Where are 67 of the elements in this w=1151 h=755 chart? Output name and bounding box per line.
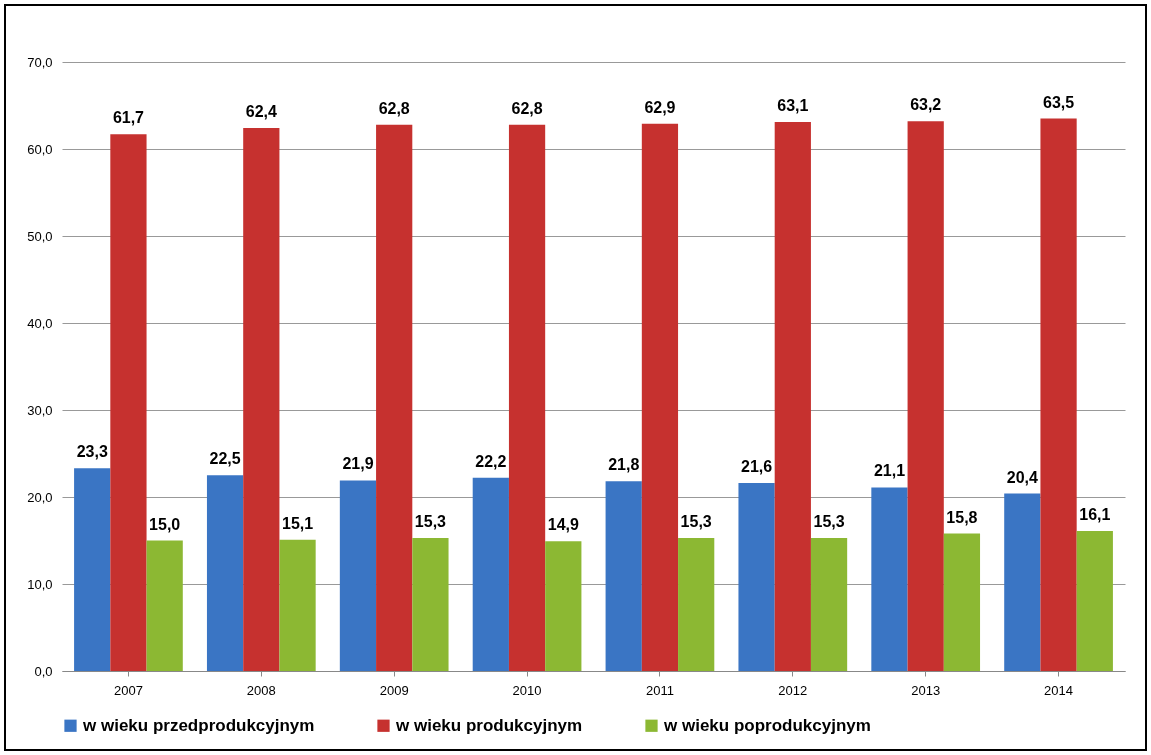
- data-label: 15,1: [281, 514, 314, 532]
- x-tick-label: 2008: [246, 682, 276, 698]
- data-label: 63,2: [910, 96, 942, 114]
- y-tick-label: 10,0: [27, 576, 53, 592]
- data-label: 23,3: [76, 443, 108, 461]
- legend-label: w wieku poprodukcyjnym: [663, 715, 871, 735]
- x-tick-label: 2012: [778, 682, 808, 698]
- bar: [376, 124, 413, 671]
- data-label: 21,1: [873, 462, 906, 480]
- data-label: 16,1: [1079, 505, 1111, 523]
- bar: [508, 124, 546, 671]
- bar: [605, 481, 642, 671]
- bar: [907, 121, 944, 671]
- bar: [641, 123, 679, 671]
- y-tick-label: 70,0: [27, 54, 53, 70]
- x-tick-label: 2013: [911, 682, 941, 698]
- data-label: 15,8: [946, 508, 978, 526]
- legend-label: w wieku produkcyjnym: [395, 715, 583, 735]
- data-label: 20,4: [1006, 468, 1038, 486]
- bar: [279, 539, 316, 671]
- y-tick-label: 20,0: [27, 489, 53, 505]
- y-tick-label: 30,0: [27, 402, 53, 418]
- data-label: 21,6: [741, 458, 773, 476]
- x-tick-label: 2010: [512, 682, 542, 698]
- bar: [871, 487, 908, 671]
- data-label: 22,2: [475, 452, 507, 470]
- bar: [412, 537, 449, 671]
- bar: [1076, 530, 1113, 671]
- data-label: 62,4: [245, 103, 277, 121]
- bar: [472, 477, 509, 671]
- y-tick-label: 0,0: [34, 663, 53, 679]
- data-label: 61,7: [112, 109, 145, 127]
- y-tick-label: 60,0: [27, 141, 53, 157]
- x-tick-label: 2009: [379, 682, 409, 698]
- bar: [774, 122, 811, 671]
- bar: [545, 541, 582, 671]
- data-label: 62,9: [644, 98, 676, 116]
- data-label: 21,8: [608, 456, 640, 474]
- data-label: 62,8: [511, 99, 543, 117]
- data-label: 15,0: [149, 515, 181, 533]
- data-label: 15,3: [680, 512, 712, 530]
- bar: [678, 537, 715, 671]
- x-tick-label: 2007: [113, 682, 143, 698]
- bar: [943, 533, 981, 671]
- data-label: 22,5: [209, 450, 241, 468]
- x-tick-label: 2014: [1044, 682, 1074, 698]
- x-tick-label: 2011: [645, 682, 674, 698]
- bar: [243, 128, 280, 671]
- bar: [1040, 118, 1077, 671]
- data-label: 15,3: [813, 512, 845, 530]
- legend-label: w wieku przedprodukcyjnym: [82, 715, 315, 735]
- y-tick-label: 50,0: [27, 228, 53, 244]
- bar: [74, 468, 111, 671]
- data-label: 63,1: [777, 97, 809, 115]
- data-label: 62,8: [378, 99, 410, 117]
- bar: [206, 475, 244, 671]
- data-label: 21,9: [342, 455, 374, 473]
- y-tick-label: 40,0: [27, 315, 53, 331]
- bar: [110, 134, 147, 671]
- bar: [810, 537, 848, 671]
- data-label: 15,3: [414, 512, 447, 530]
- bar: [146, 540, 183, 671]
- bar: [1004, 493, 1041, 671]
- bar: [738, 483, 775, 671]
- data-label: 63,5: [1042, 93, 1075, 111]
- bar: [339, 480, 377, 671]
- data-label: 14,9: [547, 516, 579, 534]
